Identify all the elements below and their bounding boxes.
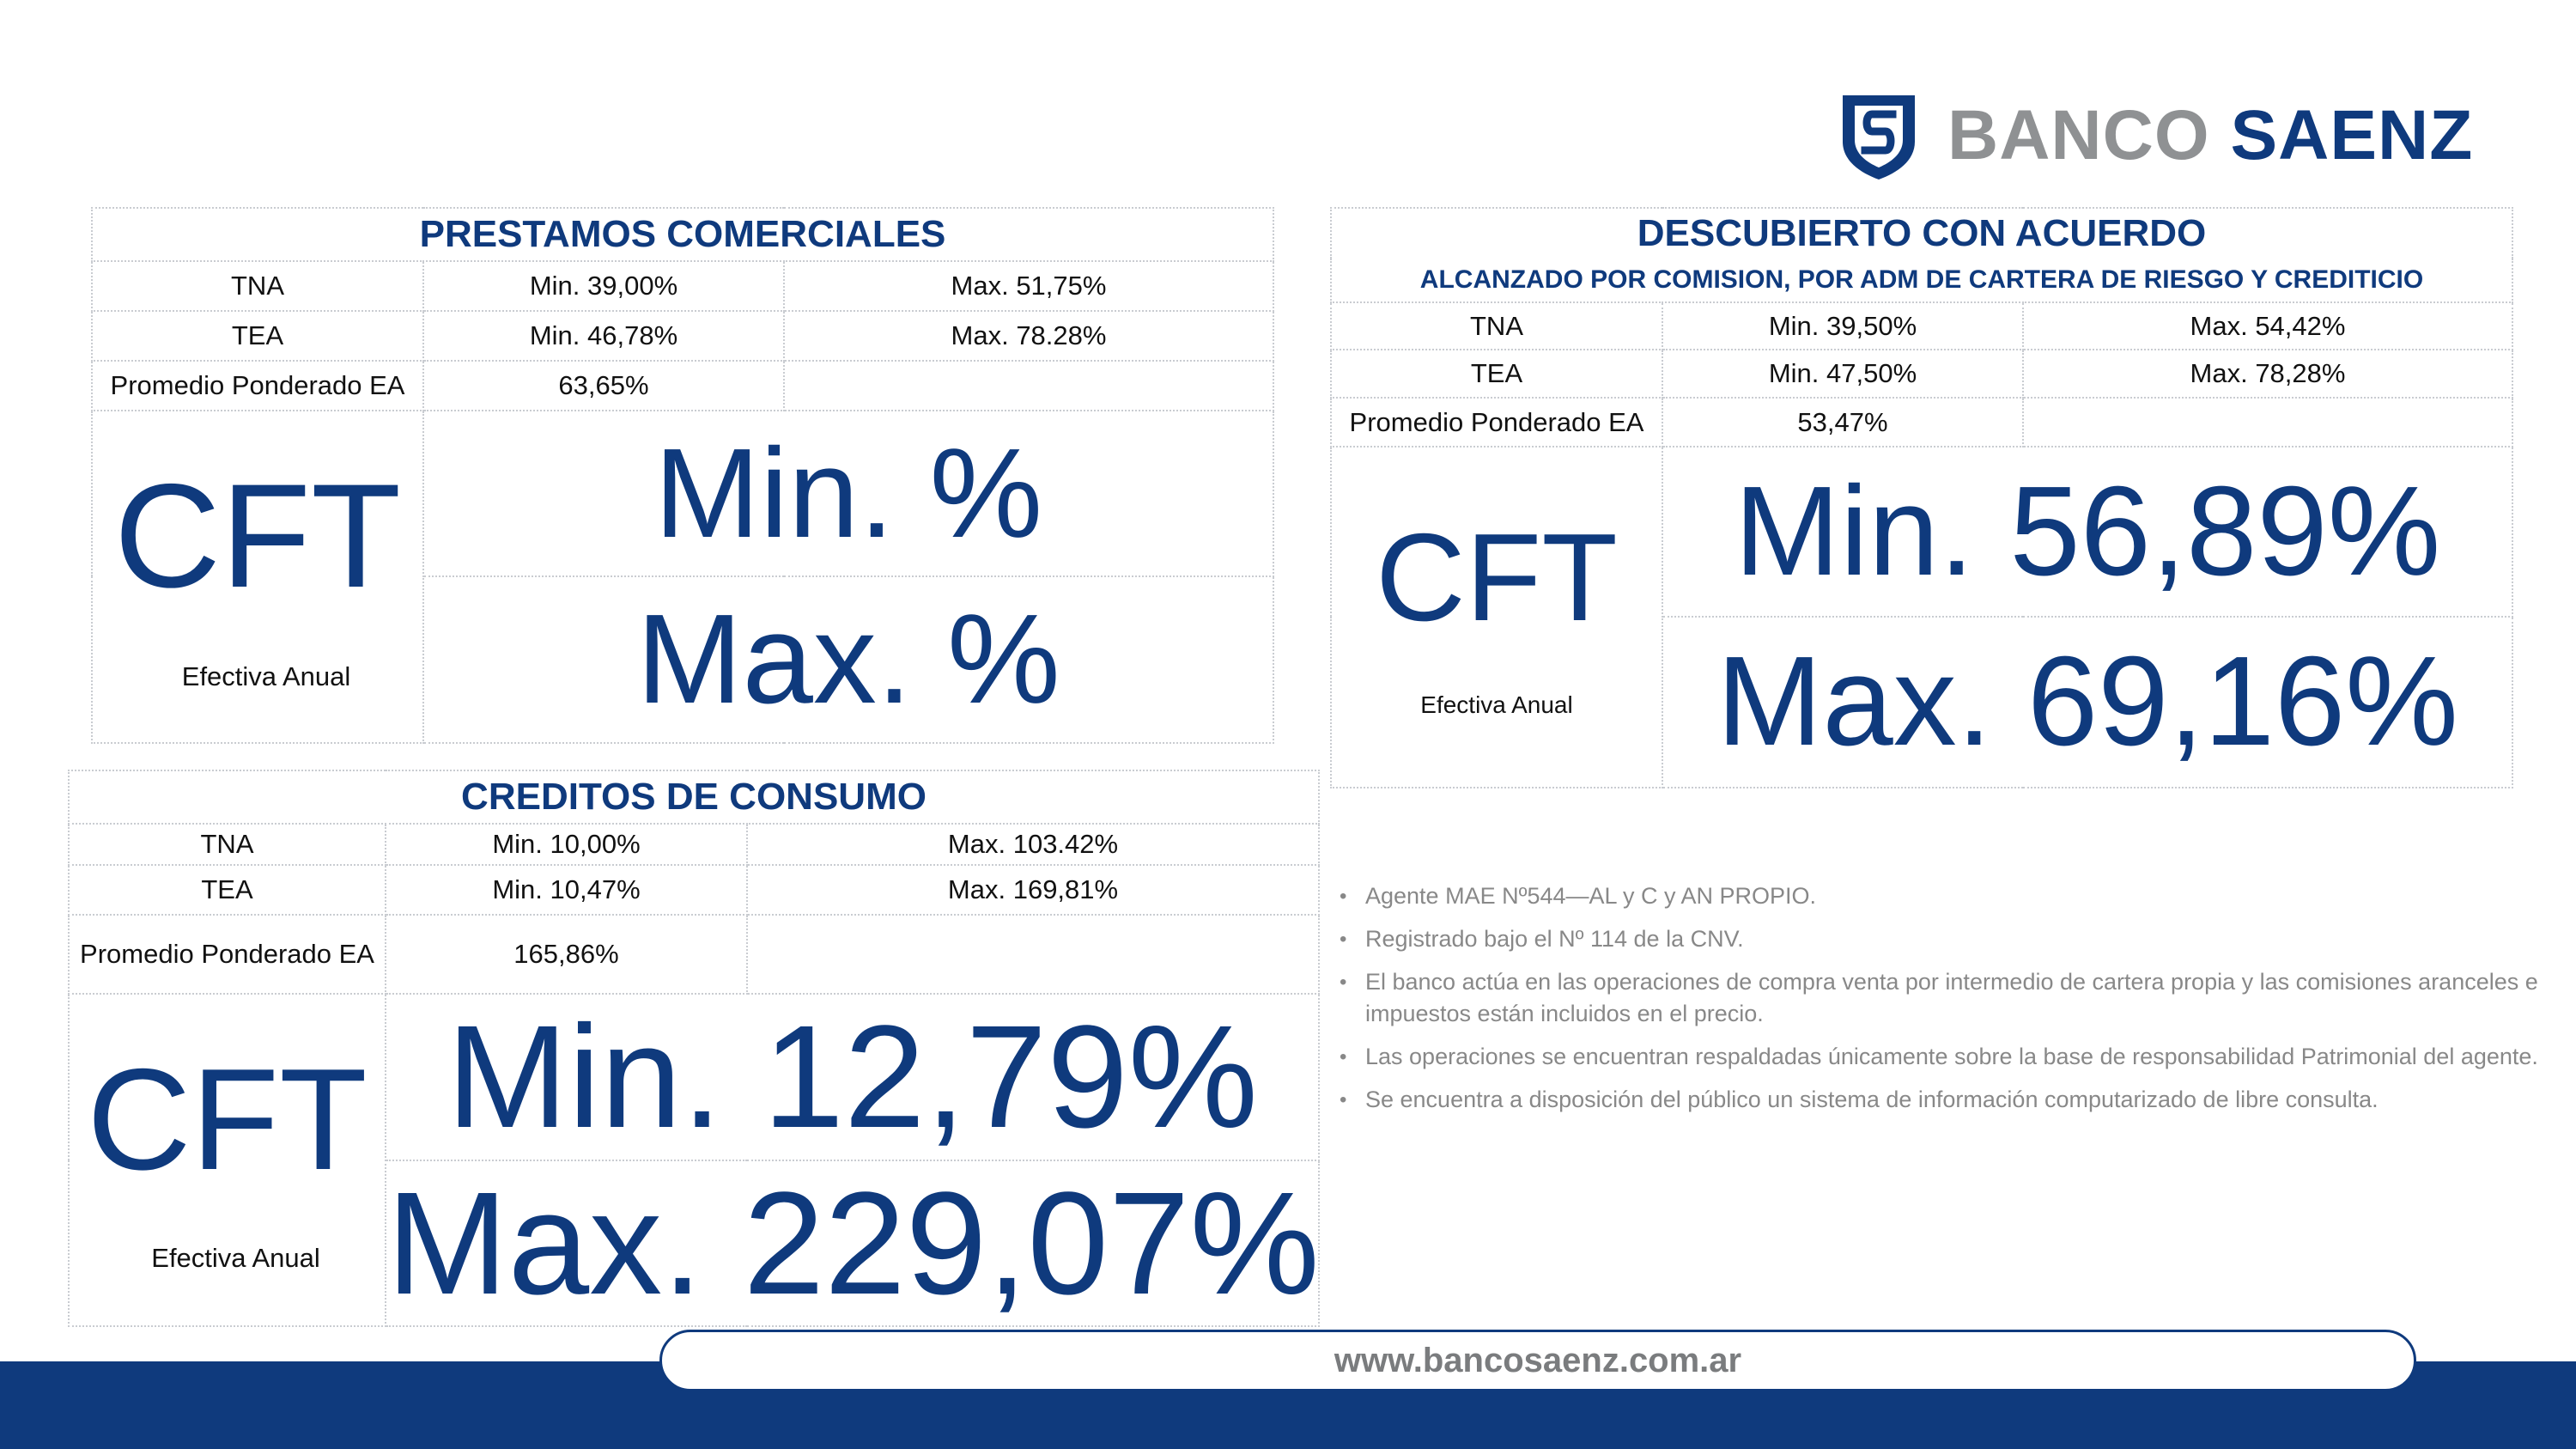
rate-label-tna: TNA — [91, 260, 424, 312]
rate-min: Min. 46,78% — [422, 310, 785, 362]
rate-max: Max. 51,75% — [782, 260, 1275, 312]
creditos-consumo-table: CREDITOS DE CONSUMO TNA Min. 10,00% Max.… — [67, 770, 1321, 1327]
rate-label-tna: TNA — [68, 823, 386, 866]
cft-label: CFT — [1376, 508, 1618, 648]
bank-name-word2: SAENZ — [2230, 96, 2474, 174]
bank-name-word1: BANCO — [1947, 96, 2210, 174]
rate-min: Min. 39,50% — [1662, 301, 2024, 351]
rate-label-tea: TEA — [68, 864, 386, 916]
rate-min: Min. 10,00% — [385, 823, 748, 866]
promedio-value: 165,86% — [385, 914, 748, 995]
cft-sub: Efectiva Anual — [181, 661, 351, 691]
disclaimer-list: Agente MAE Nº544—AL y C y AN PROPIO. Reg… — [1340, 880, 2542, 1127]
prestamos-comerciales-table: PRESTAMOS COMERCIALES TNA Min. 39,00% Ma… — [90, 207, 1275, 744]
rate-label-tea: TEA — [1330, 349, 1663, 399]
section-title: PRESTAMOS COMERCIALES — [90, 207, 1275, 262]
cft-max: Max. 229,07% — [384, 1160, 1321, 1327]
promedio-value: 63,65% — [422, 360, 785, 411]
cft-min: Min. 12,79% — [384, 993, 1321, 1161]
empty-cell — [782, 360, 1275, 411]
shield-s-icon — [1843, 95, 1915, 180]
rate-max: Max. 103.42% — [745, 823, 1321, 866]
disclaimer-item: Agente MAE Nº544—AL y C y AN PROPIO. — [1340, 880, 2542, 912]
bank-name: BANCO SAENZ — [1947, 95, 2473, 176]
rate-min: Min. 39,00% — [422, 260, 785, 312]
cft-sub: Efectiva Anual — [1420, 691, 1573, 719]
descubierto-table: DESCUBIERTO CON ACUERDO ALCANZADO POR CO… — [1330, 207, 2513, 789]
disclaimer-item: El banco actúa en las operaciones de com… — [1340, 966, 2542, 1030]
rate-label-tea: TEA — [91, 310, 424, 362]
promedio-value: 53,47% — [1662, 397, 2024, 448]
empty-cell — [2022, 397, 2513, 448]
disclaimer-item: Se encuentra a disposición del público u… — [1340, 1084, 2542, 1116]
rate-max: Max. 169,81% — [745, 864, 1321, 916]
rate-max: Max. 78.28% — [782, 310, 1275, 362]
website-url[interactable]: www.bancosaenz.com.ar — [1334, 1341, 1742, 1379]
cft-min: Min. % — [422, 410, 1275, 577]
promedio-label: Promedio Ponderado EA — [1330, 397, 1663, 448]
rate-max: Max. 54,42% — [2022, 301, 2513, 351]
cft-max: Max. % — [422, 575, 1275, 744]
rate-max: Max. 78,28% — [2022, 349, 2513, 399]
rate-min: Min. 47,50% — [1662, 349, 2024, 399]
rate-min: Min. 10,47% — [385, 864, 748, 916]
promedio-label: Promedio Ponderado EA — [68, 914, 386, 995]
cft-block: CFT Efectiva Anual — [1330, 446, 1663, 788]
cft-block: CFT Efectiva Anual — [91, 410, 424, 744]
promedio-label: Promedio Ponderado EA — [91, 360, 424, 411]
cft-block: CFT Efectiva Anual — [68, 993, 386, 1327]
section-title: CREDITOS DE CONSUMO — [67, 770, 1321, 825]
bank-logo: BANCO SAENZ — [1836, 84, 2488, 187]
disclaimer-item: Las operaciones se encuentran respaldada… — [1340, 1041, 2542, 1073]
section-subtitle: ALCANZADO POR COMISION, POR ADM DE CARTE… — [1330, 258, 2513, 303]
cft-sub: Efectiva Anual — [151, 1242, 320, 1273]
cft-label: CFT — [113, 453, 402, 618]
disclaimer-item: Registrado bajo el Nº 114 de la CNV. — [1340, 923, 2542, 955]
empty-cell — [745, 914, 1321, 995]
website-link[interactable]: www.bancosaenz.com.ar — [659, 1330, 2416, 1391]
cft-max: Max. 69,16% — [1662, 615, 2513, 789]
section-title: DESCUBIERTO CON ACUERDO — [1330, 207, 2513, 259]
cft-label: CFT — [87, 1038, 368, 1200]
rate-label-tna: TNA — [1330, 301, 1663, 351]
cft-min: Min. 56,89% — [1662, 446, 2513, 618]
